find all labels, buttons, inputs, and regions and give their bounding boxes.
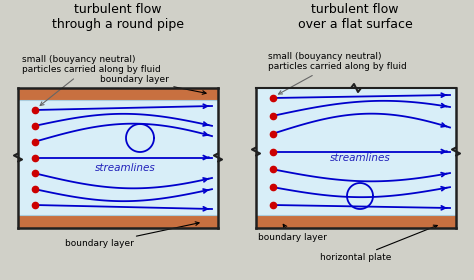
Text: horizontal plate: horizontal plate — [320, 225, 438, 263]
Text: boundary layer: boundary layer — [258, 224, 327, 242]
Text: small (bouyancy neutral)
particles carried along by fluid: small (bouyancy neutral) particles carri… — [268, 52, 407, 94]
Bar — [256, 88, 456, 215]
Text: boundary layer: boundary layer — [65, 222, 199, 249]
Text: boundary layer: boundary layer — [100, 74, 206, 94]
Bar — [18, 100, 218, 215]
Bar — [18, 215, 218, 228]
Text: turbulent flow
through a round pipe: turbulent flow through a round pipe — [52, 3, 184, 31]
Bar — [256, 215, 456, 228]
Text: streamlines: streamlines — [95, 163, 155, 173]
Bar — [18, 88, 218, 100]
Text: turbulent flow
over a flat surface: turbulent flow over a flat surface — [298, 3, 412, 31]
Text: streamlines: streamlines — [329, 153, 391, 163]
Text: small (bouyancy neutral)
particles carried along by fluid: small (bouyancy neutral) particles carri… — [22, 55, 161, 106]
